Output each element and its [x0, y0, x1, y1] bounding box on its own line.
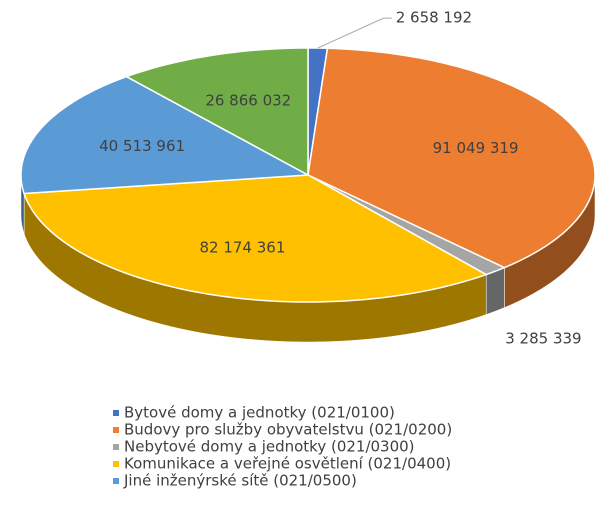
slice [20, 75, 311, 195]
legend-swatch [113, 461, 119, 467]
leader-line [317, 17, 392, 49]
legend-label: Komunikace a veřejné osvětlení (021/0400… [124, 455, 451, 473]
data-label: 40 513 961 [99, 137, 185, 155]
slice [307, 47, 596, 269]
legend-label: Budovy pro služby obyvatelstvu (021/0200… [124, 421, 452, 439]
slice [124, 47, 309, 177]
legend-swatch [113, 478, 119, 484]
data-label: 3 285 339 [505, 330, 581, 348]
legend-label: Bytové domy a jednotky (021/0100) [124, 404, 395, 422]
legend-swatch [113, 410, 119, 416]
legend-label: Nebytové domy a jednotky (021/0300) [124, 438, 415, 456]
data-label: 26 866 032 [205, 91, 291, 109]
data-label: 2 658 192 [396, 9, 472, 27]
slice [23, 174, 489, 303]
legend-swatch [113, 444, 119, 450]
data-label: 91 049 319 [433, 139, 519, 157]
slice-side [485, 267, 505, 315]
data-label: 82 174 361 [199, 239, 285, 257]
legend-label: Jiné inženýrské sítě (021/0500) [123, 472, 357, 490]
legend-swatch [113, 427, 119, 433]
